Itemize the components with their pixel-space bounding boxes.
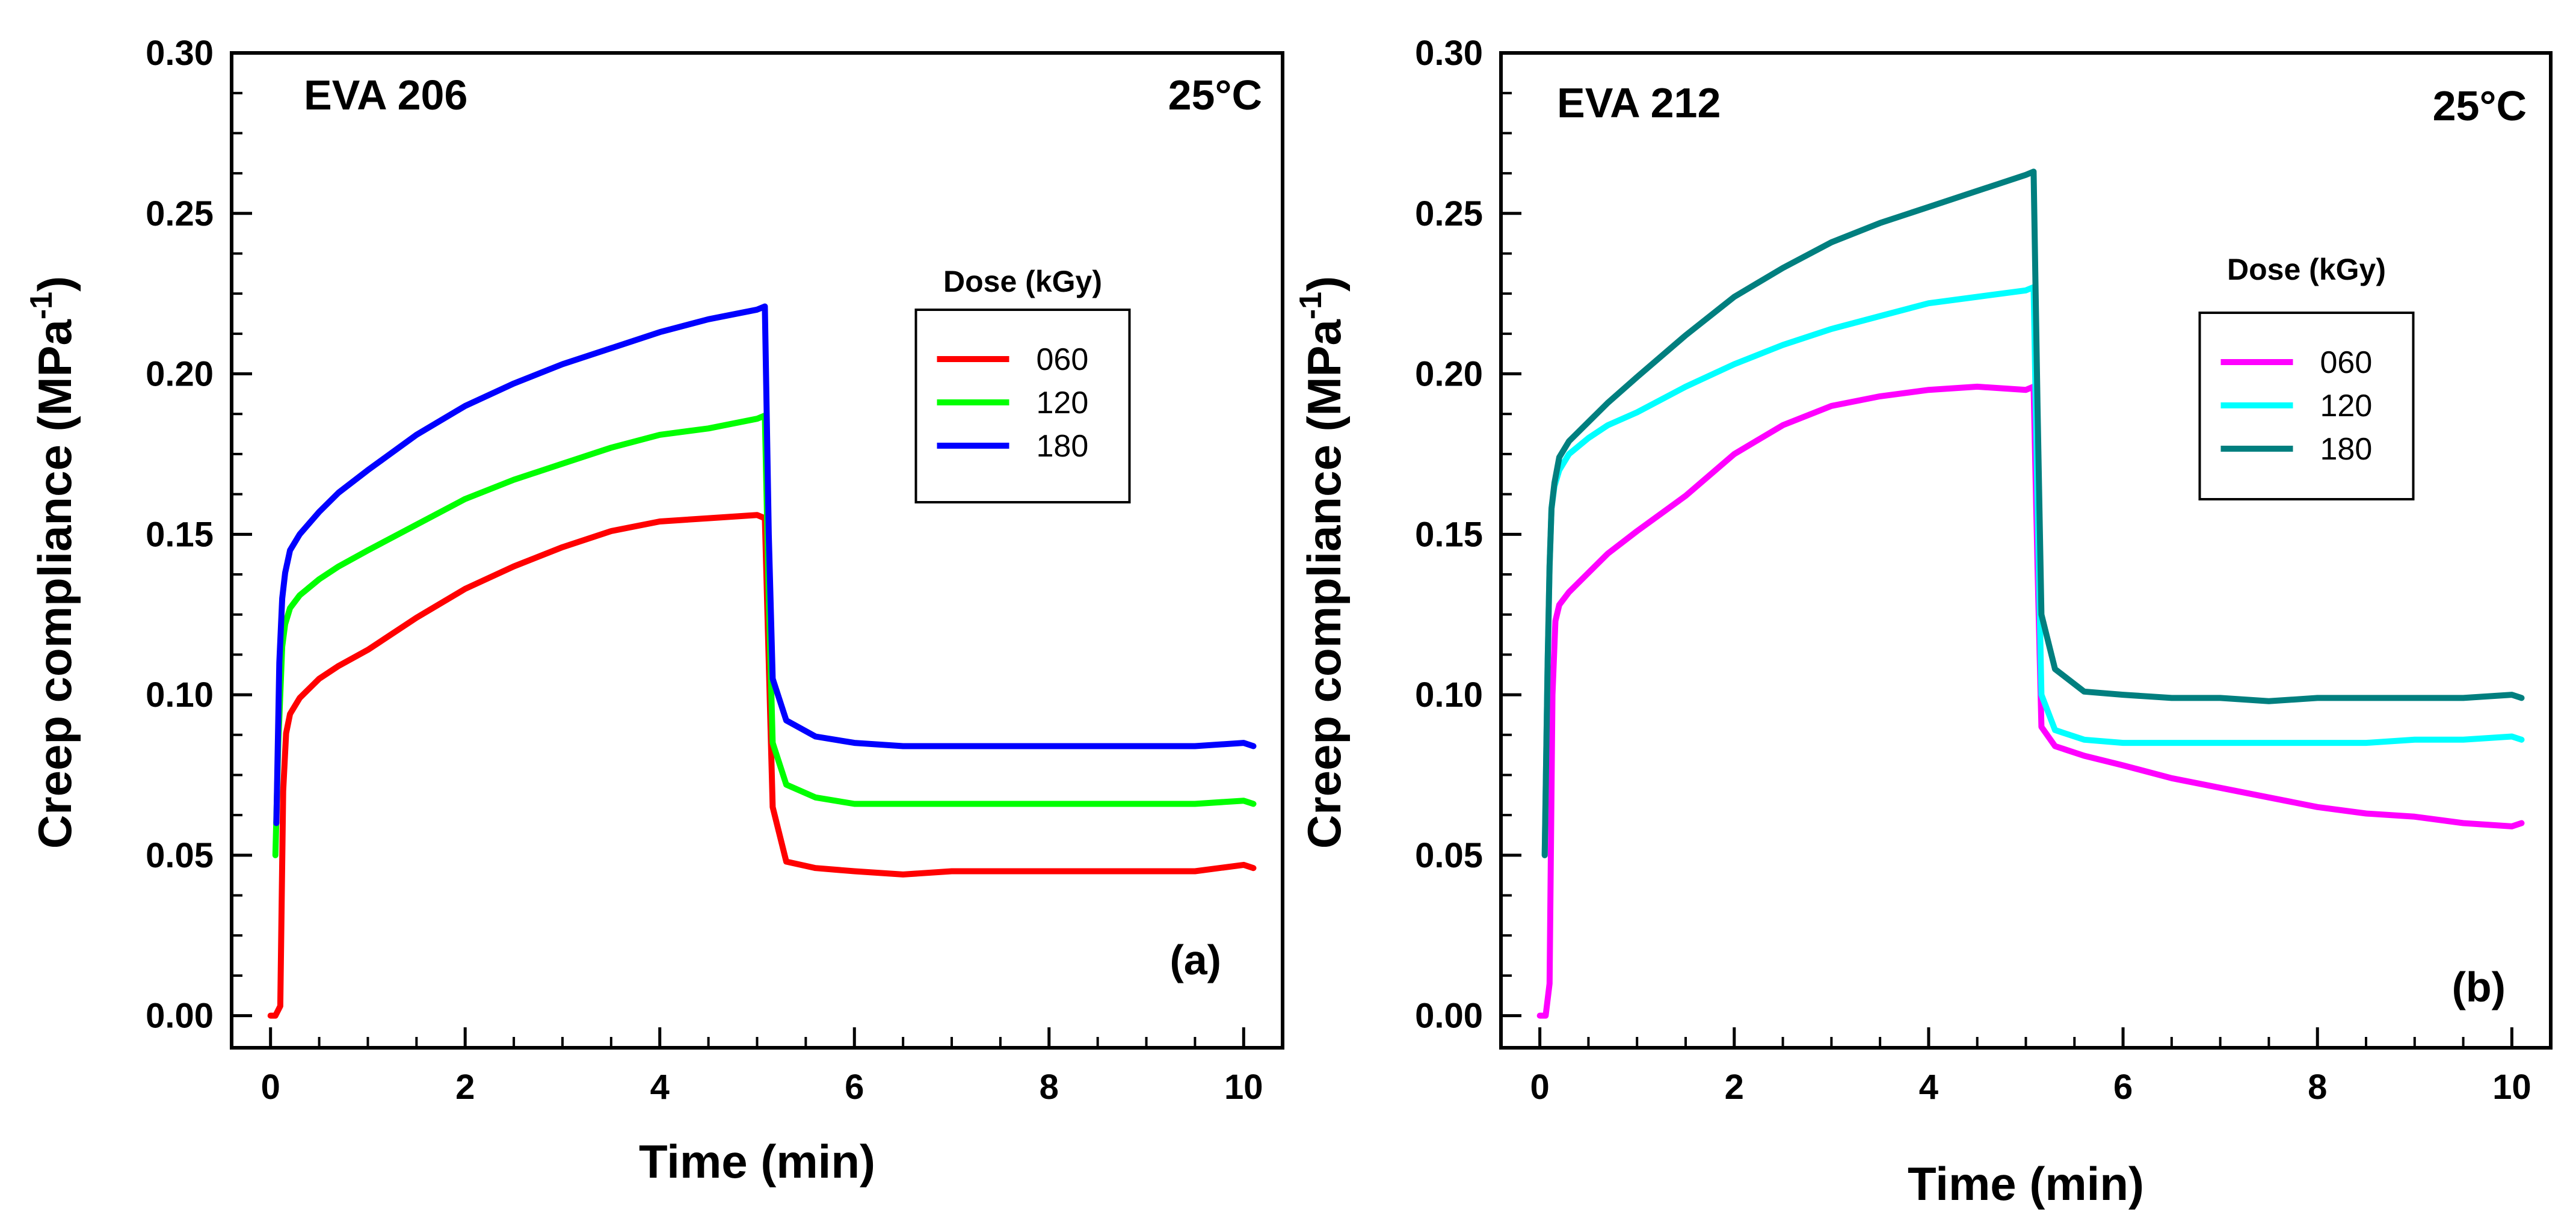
series-line-120 [1541,284,2525,858]
y-tick-label: 0.00 [146,997,214,1036]
panel-tag: (b) [2452,964,2506,1010]
y-tick-label: 0.05 [1415,836,1483,875]
legend-box [914,309,1131,503]
y-tick-label: 0.00 [1415,997,1483,1036]
y-axis-title: Creep compliance (MPa-1) [24,276,81,849]
y-tick-label: 0.15 [1415,515,1483,554]
x-tick-label: 10 [1224,1068,1263,1107]
panel-tag: (a) [1169,936,1221,983]
x-axis-title: Time (min) [639,1135,875,1188]
y-tick-label: 0.30 [146,34,214,73]
series-line-120 [272,412,1257,858]
series-line-180 [273,303,1257,826]
legend-label-120: 120 [2320,389,2373,423]
legend: Dose (kGy) 060 120 180 [2198,253,2415,500]
chart-panel-0: 0 2 4 6 8 10 0.00 0.05 0.10 0.15 0.20 0.25 0.30 Time … [24,34,1284,1188]
x-axis-title: Time (min) [1908,1157,2144,1210]
legend-label-180: 180 [1037,429,1089,464]
plot-frame [1499,51,2553,1050]
y-tick-label: 0.25 [1415,194,1483,233]
x-tick-label: 10 [2492,1068,2531,1107]
series-line-060 [267,512,1257,1019]
plot-frame [230,51,1284,1050]
y-axis-title: Creep compliance (MPa-1) [1293,276,1351,849]
x-tick-label: 4 [1919,1068,1938,1107]
y-tick-label: 0.20 [146,355,214,394]
y-tick-label: 0.05 [146,836,214,875]
panel-title: EVA 212 [1557,79,1721,126]
x-tick-label: 0 [261,1068,280,1107]
y-tick-label: 0.10 [146,675,214,715]
legend-label-060: 060 [1037,342,1089,377]
legend-title: Dose (kGy) [2227,253,2386,286]
legend-label-180: 180 [2320,432,2373,467]
x-tick-label: 4 [650,1068,670,1107]
series-line-060 [1536,383,2525,1019]
x-tick-label: 8 [2308,1068,2327,1107]
temperature-label: 25°C [2433,82,2527,129]
x-tick-label: 6 [845,1068,864,1107]
x-tick-label: 0 [1530,1068,1549,1107]
chart-panel-1: 0 2 4 6 8 10 0.00 0.05 0.10 0.15 0.20 0.25 0.30 Time … [1293,34,2553,1210]
x-tick-label: 6 [2113,1068,2133,1107]
y-tick-label: 0.10 [1415,675,1483,715]
temperature-label: 25°C [1168,72,1262,118]
series-line-180 [1541,168,2525,858]
x-tick-label: 2 [1725,1068,1744,1107]
legend-title: Dose (kGy) [943,265,1102,298]
legend-label-120: 120 [1037,386,1089,420]
y-tick-label: 0.25 [146,194,214,233]
legend-label-060: 060 [2320,345,2373,380]
y-tick-label: 0.15 [146,515,214,554]
x-tick-label: 8 [1040,1068,1059,1107]
x-tick-label: 2 [455,1068,475,1107]
panel-title: EVA 206 [304,72,467,118]
legend: Dose (kGy) 060 120 180 [914,265,1131,503]
y-tick-label: 0.30 [1415,34,1483,73]
y-tick-label: 0.20 [1415,355,1483,394]
